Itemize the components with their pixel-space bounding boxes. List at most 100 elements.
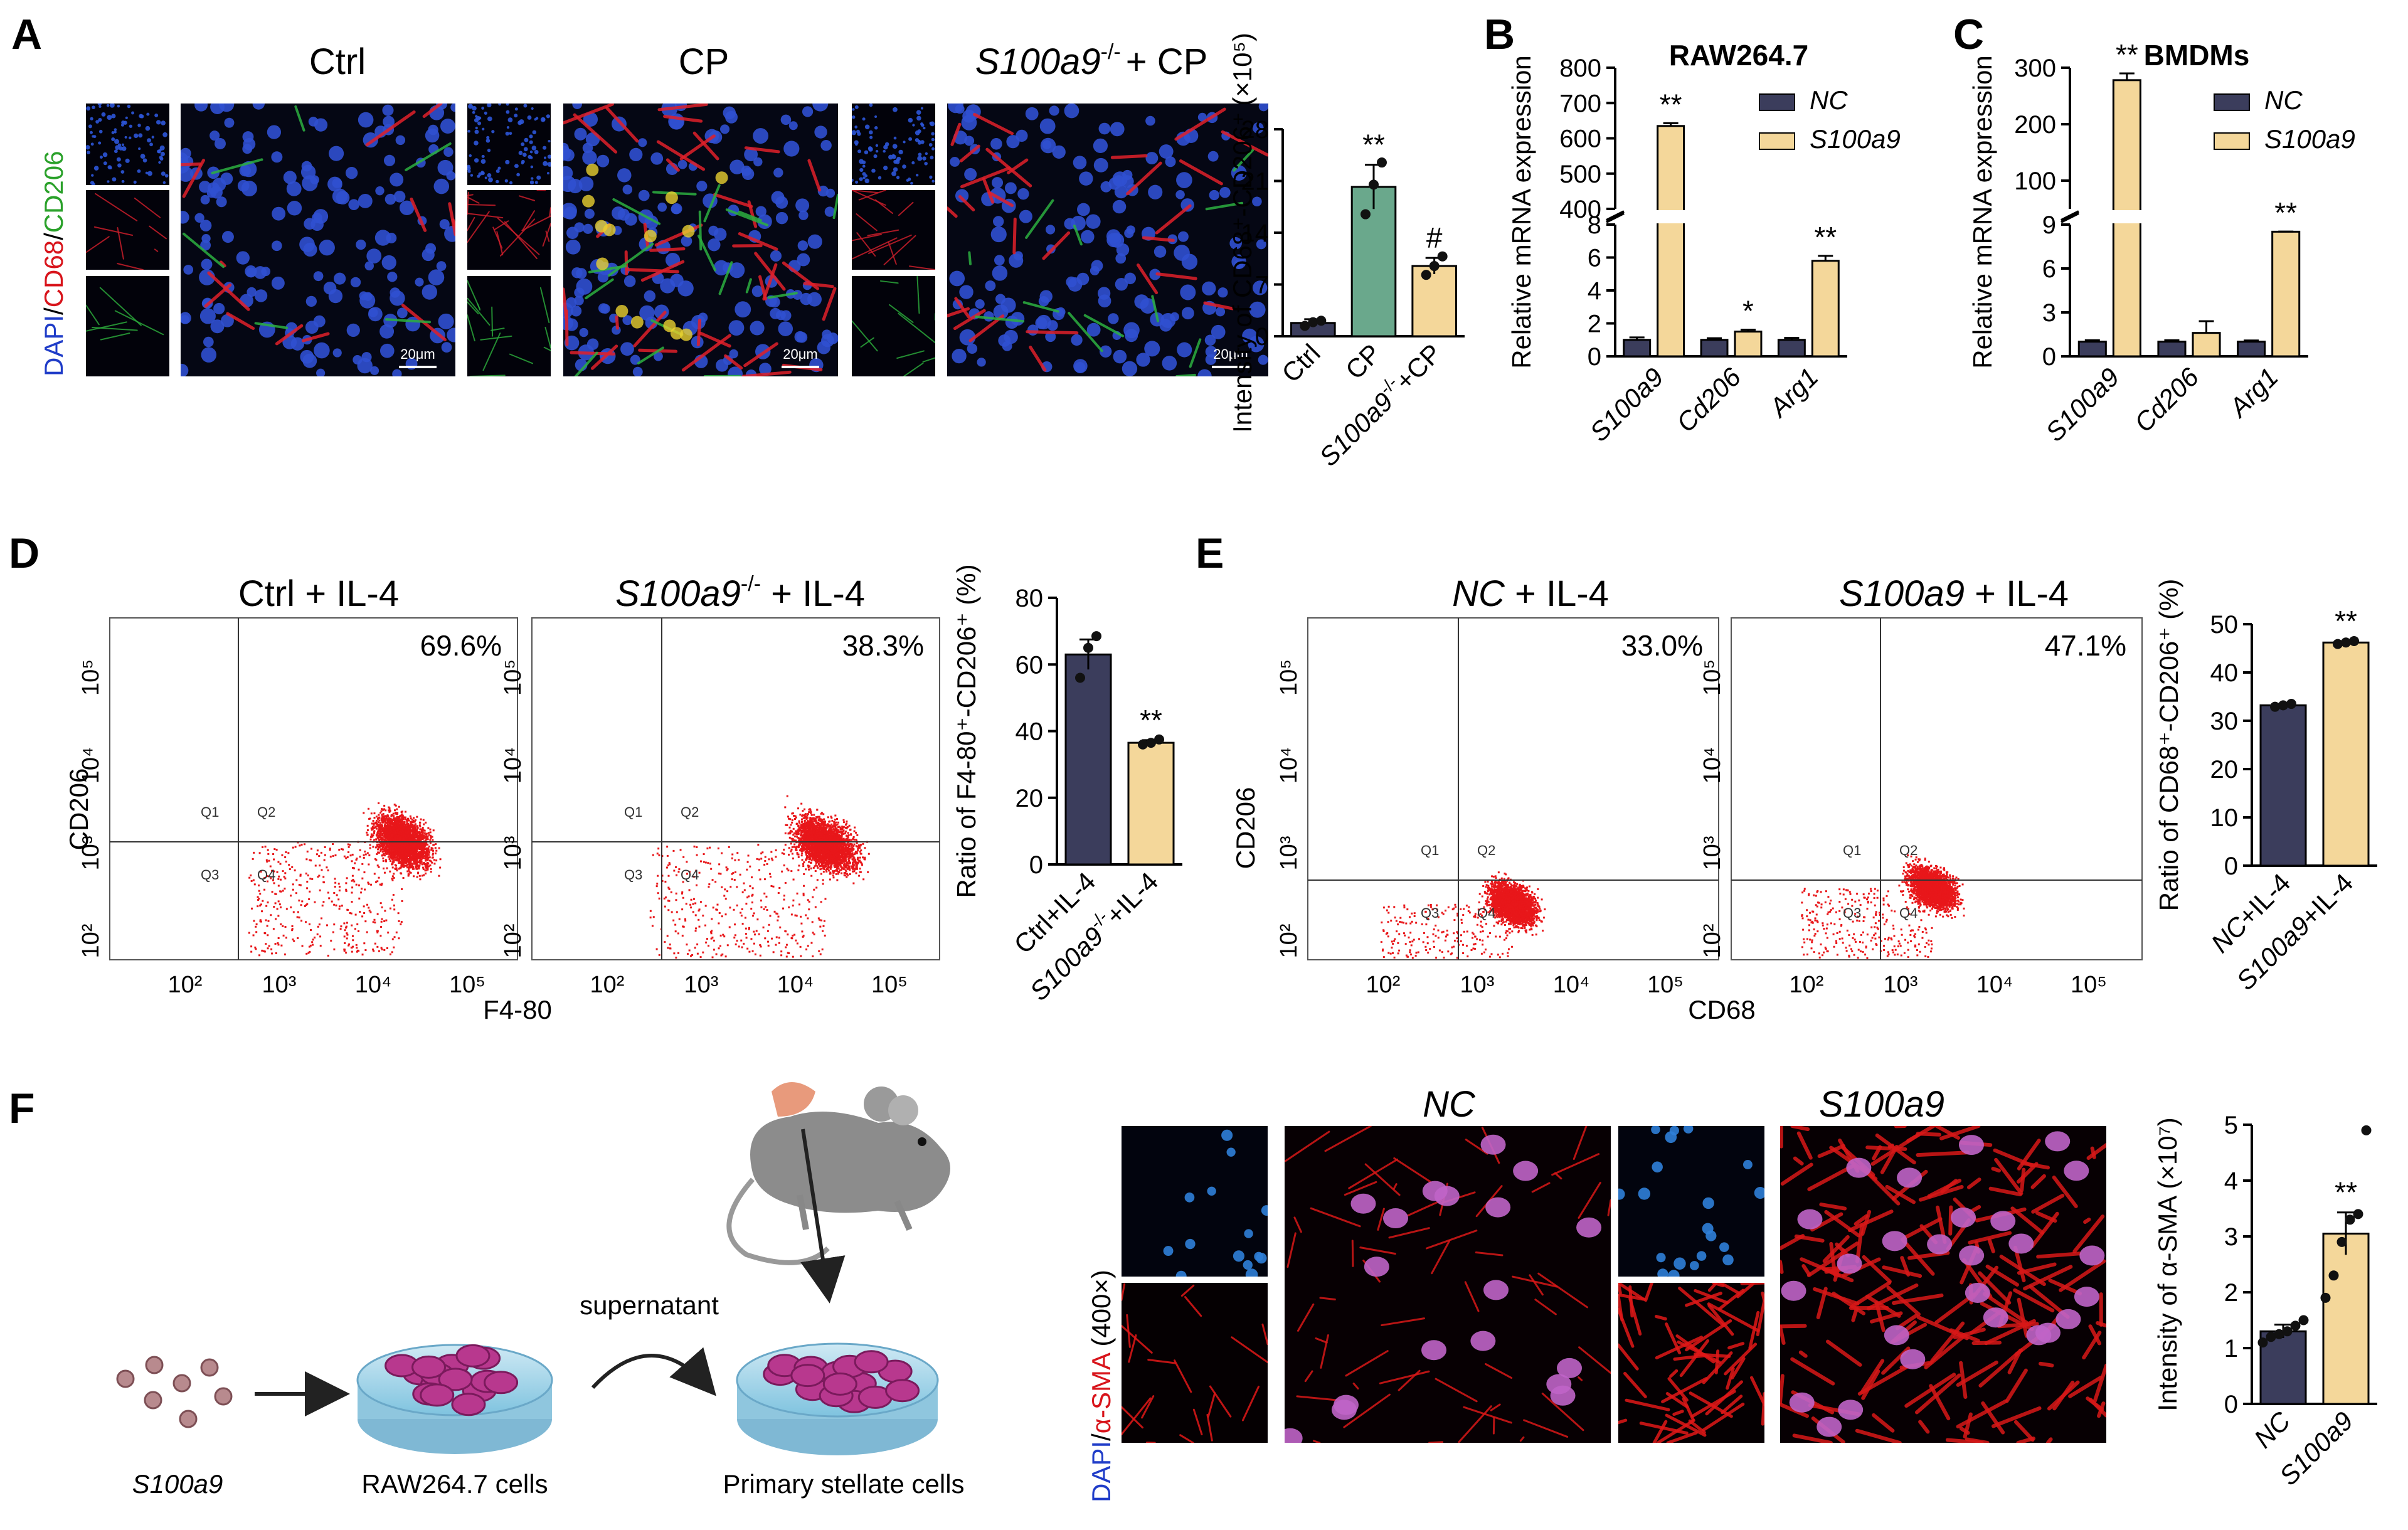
mouse-arrow-icon <box>800 1129 846 1304</box>
y-tick-label: 0 <box>2224 853 2238 880</box>
micro-tile <box>1122 1126 1268 1277</box>
y-tick-label: 40 <box>2210 659 2239 687</box>
significance-mark: * <box>1742 294 1754 327</box>
panel-label-d: D <box>9 529 40 577</box>
data-point <box>1138 739 1148 750</box>
quadrant-label: Q3 <box>201 867 219 883</box>
flow-y-tick: 10² <box>500 924 526 959</box>
data-point <box>2341 637 2351 648</box>
panel-e-title-nc: NC + IL-4 <box>1452 573 1609 614</box>
data-point <box>2328 1270 2339 1281</box>
data-point <box>2266 1332 2276 1342</box>
quadrant-percent: 38.3% <box>842 629 924 662</box>
scale-bar-label: 20μm <box>400 346 435 362</box>
data-point <box>2336 1236 2347 1247</box>
x-tick-label: S100a9 <box>1584 362 1669 447</box>
x-tick-label: Cd206 <box>1671 362 1747 438</box>
micro-tile <box>467 276 551 376</box>
quadrant-label: Q2 <box>1899 842 1917 858</box>
panel-e-title-s100a9: S100a9 + IL-4 <box>1839 573 2069 614</box>
flow-x-tick: 10³ <box>1460 972 1495 998</box>
data-point <box>2290 1320 2301 1331</box>
y-tick-label: 1 <box>2224 1335 2238 1363</box>
panel-f-cells-label: S100a9 <box>132 1469 223 1499</box>
flow-events <box>649 795 870 959</box>
quadrant-label: Q1 <box>1421 842 1439 858</box>
data-point <box>2320 1292 2331 1303</box>
panel-e-ylabel: CD206 <box>1231 787 1260 869</box>
bar <box>2259 704 2307 867</box>
y-tick-label: 20 <box>1016 785 1044 812</box>
y-tick-label: 80 <box>1016 585 1044 612</box>
y-tick-label: 100 <box>2014 167 2056 195</box>
y-axis-label: Intensity of CD68⁺-CD206⁺(×10⁵) <box>1228 33 1257 433</box>
data-point <box>1369 179 1379 190</box>
y-tick-label: 5 <box>2224 1112 2238 1139</box>
panel-f-stain-label: DAPI/α-SMA (400×) <box>1086 1270 1116 1502</box>
quadrant-label: Q3 <box>1843 905 1861 921</box>
flow-x-tick: 10² <box>590 972 625 998</box>
flow-x-tick: 10⁵ <box>2071 972 2107 998</box>
bar <box>1777 339 1806 358</box>
y-tick-label: 3 <box>2042 299 2056 327</box>
panel-d-xlabel: F4-80 <box>483 995 552 1024</box>
flow-plot-frame <box>109 617 518 960</box>
flow-x-tick: 10³ <box>1884 972 1918 998</box>
panel-c-title: BMDMs <box>2144 39 2250 72</box>
legend-swatch <box>1759 93 1795 111</box>
quadrant-label: Q1 <box>201 804 219 820</box>
y-tick-label: 50 <box>2210 611 2239 639</box>
flow-x-tick: 10⁴ <box>355 972 392 998</box>
bar-break <box>2269 210 2302 223</box>
y-tick-label: 28 <box>1241 116 1270 144</box>
data-point <box>2349 635 2359 646</box>
data-point <box>2286 699 2296 709</box>
y-tick-label: 10 <box>2210 804 2239 832</box>
y-axis-label: Intensity of α-SMA(×10⁷) <box>2153 1117 2182 1411</box>
micro-tile <box>467 190 551 270</box>
bar <box>1064 653 1112 866</box>
legend-label: S100a9 <box>1810 124 1901 154</box>
panel-d-ylabel: CD206 <box>64 768 93 851</box>
flow-y-tick: 10² <box>1699 924 1726 959</box>
flow-y-tick: 10² <box>78 924 104 959</box>
x-tick-label: Arg1 <box>1763 362 1824 423</box>
data-point <box>2274 1329 2284 1339</box>
data-point <box>1154 734 1164 745</box>
significance-mark: # <box>1426 221 1443 254</box>
panel-f-arrow-label: supernatant <box>580 1290 719 1320</box>
flow-y-tick: 10⁵ <box>1699 659 1726 696</box>
panel-f-img-title-nc: NC <box>1423 1084 1476 1125</box>
flow-x-tick: 10² <box>168 972 203 998</box>
scale-bar-label: 20μm <box>1213 346 1248 362</box>
flow-x-tick: 10³ <box>684 972 719 998</box>
mouse-icon <box>726 1082 950 1265</box>
micro-tile <box>1618 1126 1764 1277</box>
flow-x-tick: 10³ <box>262 972 297 998</box>
significance-mark: ** <box>1814 221 1837 253</box>
y-tick-label: 500 <box>1559 161 1601 188</box>
flow-y-tick: 10³ <box>1276 836 1302 871</box>
axis-break <box>1606 212 1625 223</box>
data-point <box>1075 672 1085 683</box>
y-tick-label: 60 <box>1016 651 1044 679</box>
panel-label-a: A <box>11 11 42 58</box>
y-tick-label: 6 <box>2042 255 2056 283</box>
flow-cytometry-plots: Q1 Q2 Q3 Q4 69.6% 10² 10³ 10⁴ 10⁵ 10⁵ 10⁴ 10³ 10² Q1 Q… <box>78 617 2143 998</box>
raw-dish-icon <box>356 1344 553 1454</box>
flow-y-tick: 10⁵ <box>500 659 526 696</box>
bar <box>2157 341 2187 358</box>
y-tick-label: 14 <box>1241 220 1270 247</box>
bar <box>1350 186 1397 337</box>
data-point <box>1429 261 1440 272</box>
data-point <box>2333 639 2343 649</box>
data-point <box>1377 157 1387 168</box>
y-tick-label: 40 <box>1016 718 1044 746</box>
flow-x-tick: 10² <box>1790 972 1824 998</box>
y-tick-label: 4 <box>1588 277 1601 305</box>
significance-mark: ** <box>1362 129 1385 161</box>
legend-label: NC <box>1810 85 1848 115</box>
bar <box>1700 339 1729 358</box>
panel-f-micrographs <box>1122 1126 2106 1443</box>
